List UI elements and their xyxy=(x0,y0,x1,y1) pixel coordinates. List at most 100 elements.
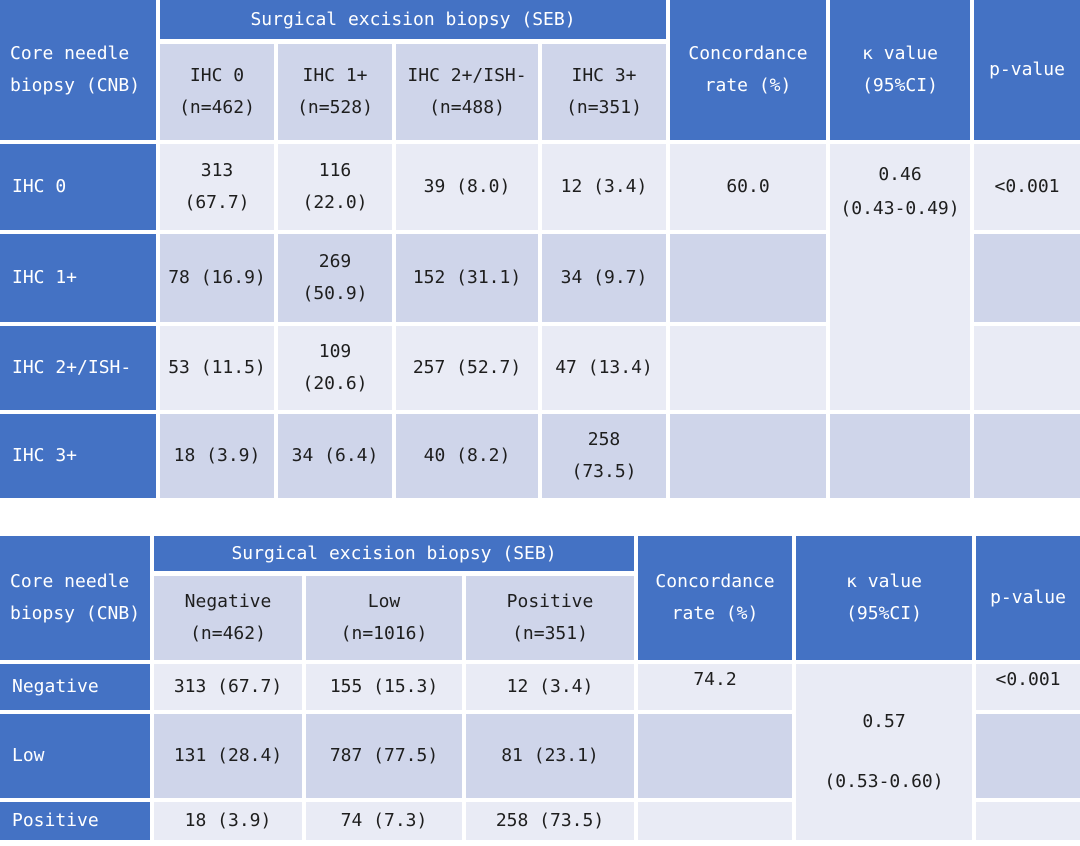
table-cell: 258 (73.5) xyxy=(466,802,638,844)
kappa-ci: (0.53-0.60) xyxy=(824,771,944,792)
kappa-header: κ value (95%CI) xyxy=(830,0,974,144)
row-label: Positive xyxy=(0,802,154,844)
row-label: IHC 1+ xyxy=(0,234,160,326)
row-label: Low xyxy=(0,714,154,802)
column-n: (n=1016) xyxy=(340,623,428,644)
column-label: IHC 3+ xyxy=(571,65,637,86)
empty-cell xyxy=(670,414,830,502)
column-label: Positive xyxy=(506,591,594,612)
column-header: IHC 3+ (n=351) xyxy=(542,44,670,144)
empty-cell xyxy=(974,234,1080,326)
concordance-value: 74.2 xyxy=(638,664,796,714)
table-cell: 12 (3.4) xyxy=(542,144,670,234)
row-label: IHC 0 xyxy=(0,144,160,234)
table-row: IHC 2+/ISH- 53 (11.5) 109 (20.6) 257 (52… xyxy=(0,326,1080,414)
table-cell: 53 (11.5) xyxy=(160,326,278,414)
concordance-header-line2: rate (%) xyxy=(671,603,759,624)
concordance-value: 60.0 xyxy=(670,144,830,234)
table-cell: 131 (28.4) xyxy=(154,714,306,802)
column-n: (n=462) xyxy=(190,623,266,644)
cell-count: 109 xyxy=(318,341,352,362)
table-cell: 257 (52.7) xyxy=(396,326,542,414)
kappa-header-line1: κ value xyxy=(862,43,938,64)
column-label: IHC 0 xyxy=(189,65,245,86)
cell-count: 116 xyxy=(318,160,352,181)
table-cell: 18 (3.9) xyxy=(154,802,306,844)
empty-cell xyxy=(974,414,1080,502)
column-header: IHC 2+/ISH- (n=488) xyxy=(396,44,542,144)
table-cell: 269 (50.9) xyxy=(278,234,396,326)
table-cell: 313 (67.7) xyxy=(160,144,278,234)
pvalue-header: p-value xyxy=(976,536,1080,664)
kappa-header-line1: κ value xyxy=(846,571,922,592)
table-cell: 12 (3.4) xyxy=(466,664,638,714)
pvalue-value: <0.001 xyxy=(974,144,1080,234)
column-label: Negative xyxy=(184,591,272,612)
table-cell: 258 (73.5) xyxy=(542,414,670,502)
seb-header: Surgical excision biopsy (SEB) xyxy=(154,536,638,576)
empty-cell xyxy=(976,714,1080,802)
cnb-header: Core needle biopsy (CNB) xyxy=(0,0,160,144)
empty-cell xyxy=(976,802,1080,844)
kappa-header-line2: (95%CI) xyxy=(862,75,938,96)
table-cell: 47 (13.4) xyxy=(542,326,670,414)
empty-cell xyxy=(638,802,796,844)
cnb-header-line1: Core needle xyxy=(10,571,130,592)
table-cell: 18 (3.9) xyxy=(160,414,278,502)
pvalue-header: p-value xyxy=(974,0,1080,144)
concordance-header-line2: rate (%) xyxy=(704,75,792,96)
table-cell: 34 (6.4) xyxy=(278,414,396,502)
cnb-header-line2: biopsy (CNB) xyxy=(10,75,141,96)
empty-cell xyxy=(974,326,1080,414)
column-n: (n=462) xyxy=(179,97,255,118)
column-label: Low xyxy=(367,591,401,612)
column-header: IHC 0 (n=462) xyxy=(160,44,278,144)
column-label: IHC 2+/ISH- xyxy=(407,65,527,86)
table-cell: 313 (67.7) xyxy=(154,664,306,714)
table-row: IHC 0 313 (67.7) 116 (22.0) 39 (8.0) 12 … xyxy=(0,144,1080,414)
cell-percent: (20.6) xyxy=(302,373,368,394)
kappa-header-line2: (95%CI) xyxy=(846,603,922,624)
table-cell: 155 (15.3) xyxy=(306,664,466,714)
cell-count: 269 xyxy=(318,251,352,272)
table-cell: 40 (8.2) xyxy=(396,414,542,502)
cell-percent: (67.7) xyxy=(184,192,250,213)
cnb-header-line2: biopsy (CNB) xyxy=(10,603,141,624)
table-cell: 787 (77.5) xyxy=(306,714,466,802)
column-label: IHC 1+ xyxy=(302,65,368,86)
concordance-header-line1: Concordance xyxy=(688,43,808,64)
kappa-value: 0.46 (0.43-0.49) xyxy=(830,144,974,414)
row-label: Negative xyxy=(0,664,154,714)
seb-header: Surgical excision biopsy (SEB) xyxy=(160,0,670,44)
table-row: IHC 3+ 18 (3.9) 34 (6.4) 40 (8.2) 258 (7… xyxy=(0,414,1080,502)
empty-cell xyxy=(670,326,830,414)
cell-percent: (73.5) xyxy=(571,461,637,482)
cell-percent: (50.9) xyxy=(302,283,368,304)
kappa-ci: (0.43-0.49) xyxy=(840,198,960,219)
column-header: IHC 1+ (n=528) xyxy=(278,44,396,144)
empty-cell xyxy=(670,234,830,326)
kappa-header: κ value (95%CI) xyxy=(796,536,976,664)
column-n: (n=351) xyxy=(512,623,588,644)
row-label: IHC 2+/ISH- xyxy=(0,326,160,414)
cnb-header: Core needle biopsy (CNB) xyxy=(0,536,154,664)
table-row: IHC 1+ 78 (16.9) 269 (50.9) 152 (31.1) 3… xyxy=(0,234,1080,326)
cnb-header-line1: Core needle xyxy=(10,43,130,64)
kappa-estimate: 0.57 xyxy=(862,711,906,732)
column-n: (n=351) xyxy=(566,97,642,118)
concordance-header-line1: Concordance xyxy=(655,571,775,592)
kappa-estimate: 0.46 xyxy=(878,164,922,185)
ihc-concordance-table: Core needle biopsy (CNB) Surgical excisi… xyxy=(0,0,1080,502)
table-row: Low 131 (28.4) 787 (77.5) 81 (23.1) xyxy=(0,714,1080,802)
column-n: (n=528) xyxy=(297,97,373,118)
column-header: Negative (n=462) xyxy=(154,576,306,664)
cell-count: 313 xyxy=(200,160,234,181)
concordance-header: Concordance rate (%) xyxy=(638,536,796,664)
column-n: (n=488) xyxy=(429,97,505,118)
table-cell: 116 (22.0) xyxy=(278,144,396,234)
empty-cell xyxy=(830,414,974,502)
column-header: Low (n=1016) xyxy=(306,576,466,664)
cell-percent: (22.0) xyxy=(302,192,368,213)
concordance-header: Concordance rate (%) xyxy=(670,0,830,144)
table-cell: 81 (23.1) xyxy=(466,714,638,802)
